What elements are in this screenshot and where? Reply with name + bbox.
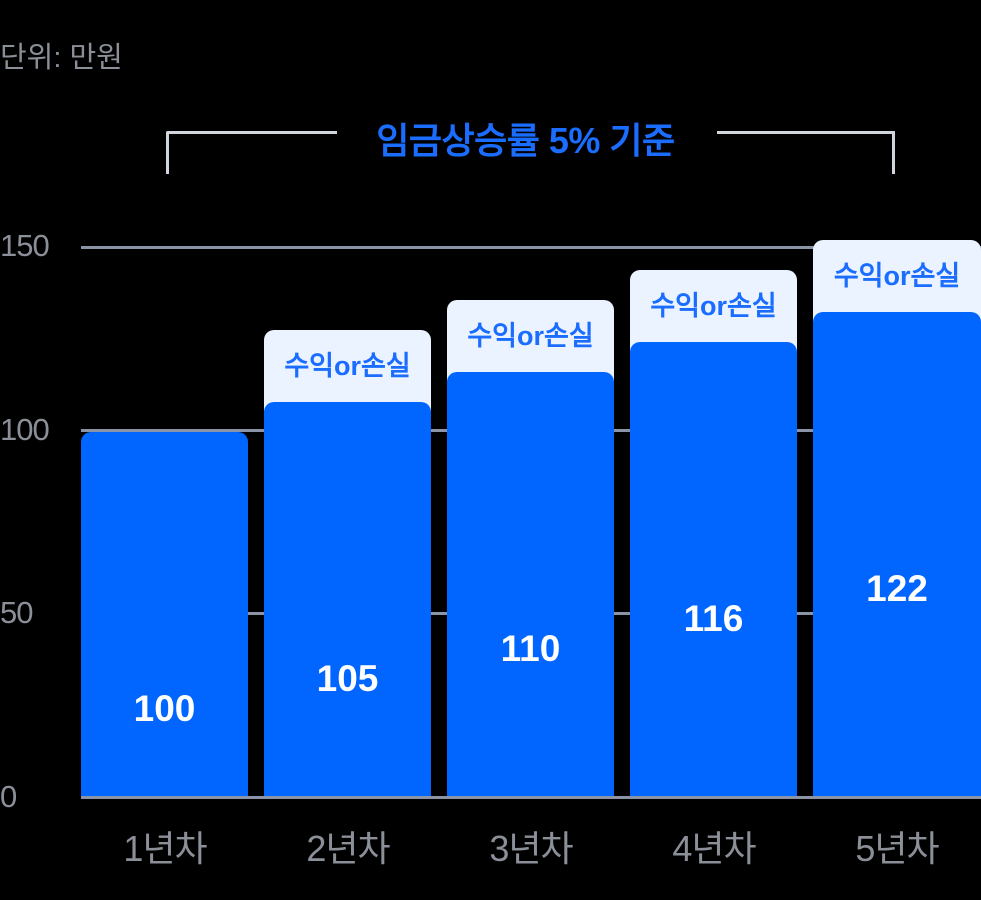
bar-value: 100 — [133, 688, 196, 729]
bar-value: 110 — [500, 628, 561, 669]
x-tick-year-2: 2년차 — [306, 828, 390, 869]
bar-value: 105 — [316, 658, 379, 699]
y-tick-100: 100 — [0, 412, 50, 447]
bar-year-2: 105 — [264, 402, 431, 798]
bar-year-5: 122 — [813, 312, 981, 798]
y-tick-150: 150 — [0, 228, 50, 263]
note-text: 수익or손실 — [284, 351, 411, 381]
bracket-right — [717, 131, 895, 174]
x-axis-baseline — [81, 796, 981, 799]
bracket-left — [166, 131, 337, 174]
bar-value: 116 — [683, 598, 744, 639]
x-tick-year-1: 1년차 — [123, 828, 207, 869]
gridline-150 — [81, 246, 981, 249]
chart-title: 임금상승률 5% 기준 — [376, 120, 675, 161]
x-tick-year-4: 4년차 — [672, 828, 756, 869]
bar-value: 122 — [866, 568, 928, 609]
note-text: 수익or손실 — [833, 261, 961, 291]
y-tick-0: 0 — [0, 779, 17, 814]
note-text: 수익or손실 — [467, 321, 594, 351]
bar-year-4: 116 — [630, 342, 797, 798]
x-tick-year-5: 5년차 — [855, 828, 939, 869]
y-tick-50: 50 — [0, 595, 33, 630]
x-tick-year-3: 3년차 — [489, 828, 573, 869]
note-text: 수익or손실 — [650, 291, 777, 321]
bar-year-1: 100 — [81, 432, 248, 798]
bar-year-3: 110 — [447, 372, 614, 798]
unit-label: 단위: 만원 — [0, 42, 123, 74]
